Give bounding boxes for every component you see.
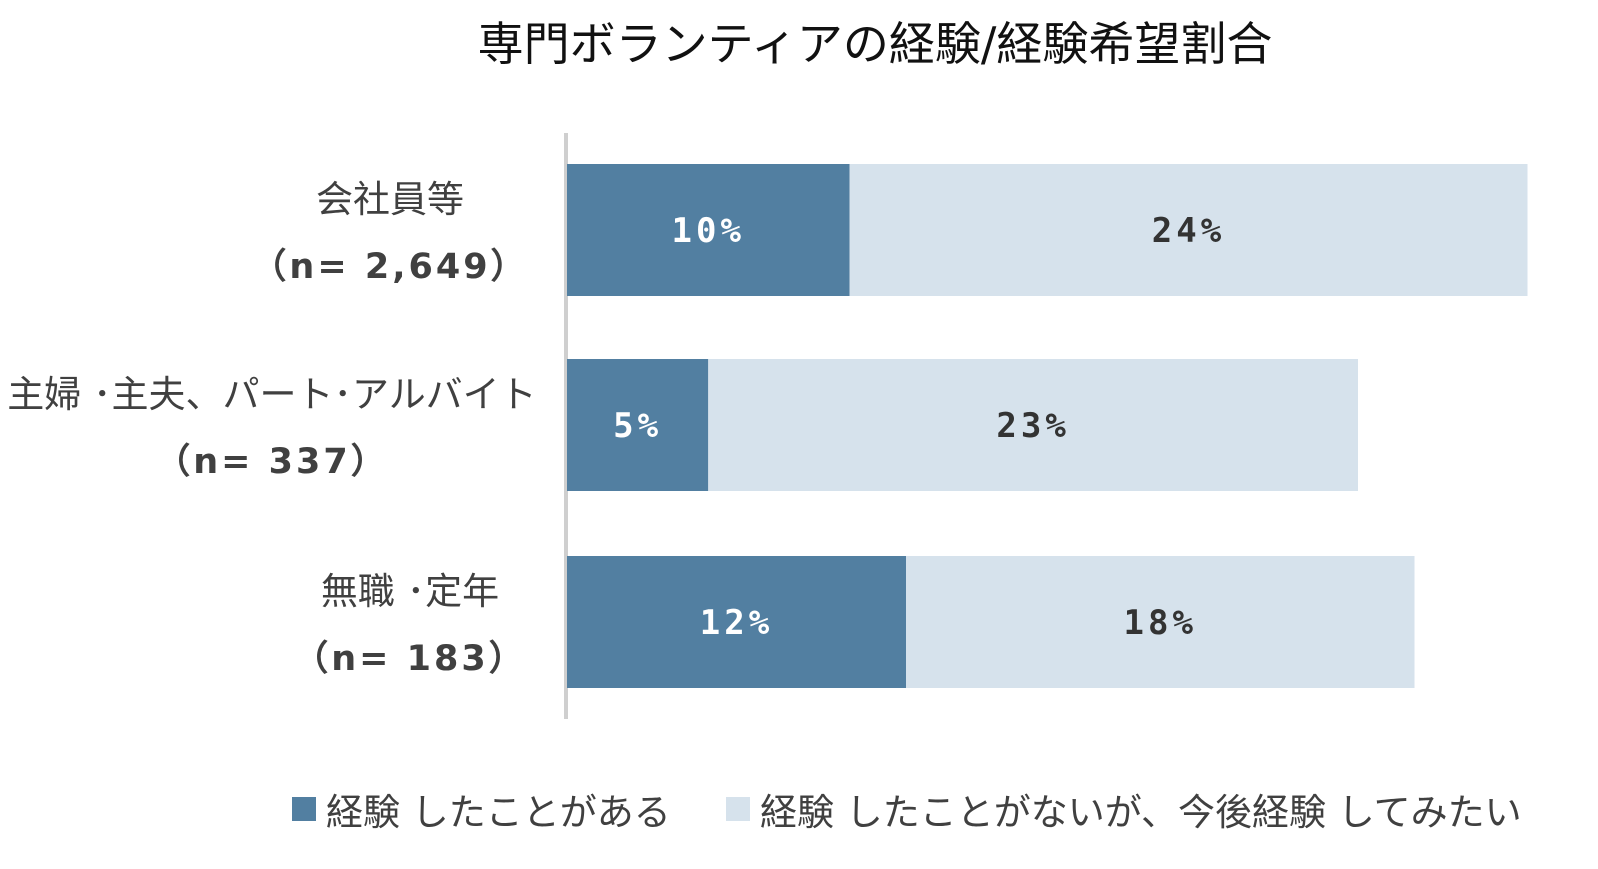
category-labels: 会社員等 （n= 2,649） 主婦 ･主夫、パート･アルバイト （n= 337） 無職… <box>7 178 536 679</box>
bar-segment-2-cat-3 <box>906 556 1415 688</box>
legend-swatch-2 <box>726 797 750 821</box>
bar-segment-1-cat-1 <box>567 164 850 296</box>
bar-segment-1-cat-2 <box>567 359 709 491</box>
category-n-3: （n= 183） <box>293 639 527 679</box>
bars-group: 10% 24% 5% 23% 12% 18% <box>567 164 1528 688</box>
category-label-1: 会社員等 <box>316 178 464 221</box>
data-label-2-cat-1: 24% <box>1152 211 1225 251</box>
category-n-2: （n= 337） <box>155 442 389 482</box>
category-n-1: （n= 2,649） <box>251 247 528 287</box>
bar-segment-2-cat-2 <box>708 359 1358 491</box>
bar-segment-1-cat-3 <box>567 556 906 688</box>
legend-label-2: 経験 したことがないが、今後経験 してみたい <box>760 791 1522 834</box>
category-label-2: 主婦 ･主夫、パート･アルバイト <box>7 373 536 416</box>
bar-segment-2-cat-1 <box>849 164 1528 296</box>
data-label-1-cat-1: 10% <box>672 211 745 251</box>
legend-swatch-1 <box>292 797 316 821</box>
legend-label-1: 経験 したことがある <box>326 791 671 834</box>
category-label-3: 無職 ･定年 <box>321 570 499 613</box>
data-label-2-cat-3: 18% <box>1124 603 1197 643</box>
data-label-1-cat-3: 12% <box>700 603 773 643</box>
data-label-1-cat-2: 5% <box>613 406 662 446</box>
chart-title: 専門ボランティアの経験/経験希望割合 <box>478 17 1273 71</box>
legend: 経験 したことがある 経験 したことがないが、今後経験 してみたい <box>292 791 1522 834</box>
data-label-2-cat-2: 23% <box>996 406 1069 446</box>
